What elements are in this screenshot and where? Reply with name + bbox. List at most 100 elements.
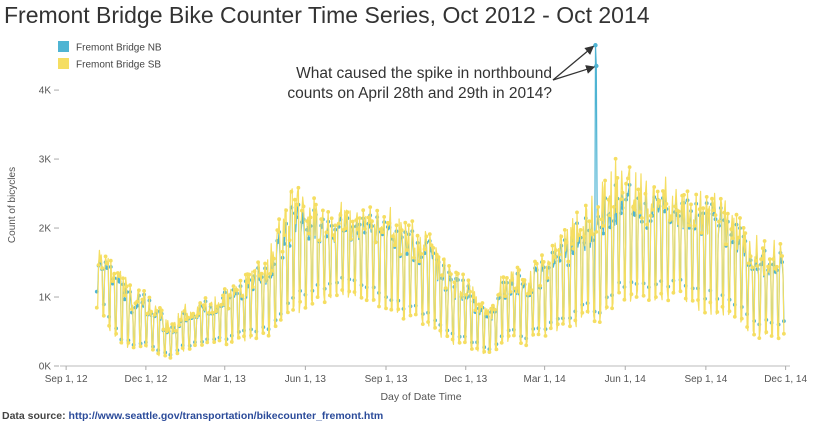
data-point — [203, 296, 208, 300]
data-point — [115, 271, 120, 275]
data-point — [293, 197, 297, 202]
data-point — [780, 254, 784, 258]
data-point — [108, 258, 113, 263]
data-point — [601, 224, 606, 228]
data-point — [98, 259, 103, 263]
data-point — [250, 285, 255, 289]
data-point — [641, 293, 646, 298]
annotation-arrow — [552, 45, 595, 81]
legend[interactable]: Fremont Bridge NB Fremont Bridge SB — [58, 41, 162, 71]
data-point — [282, 233, 287, 238]
data-point — [340, 288, 345, 292]
data-point — [524, 343, 529, 348]
data-point — [776, 336, 781, 341]
data-point — [105, 261, 110, 266]
data-point — [470, 347, 474, 351]
data-point — [208, 302, 213, 307]
data-point — [557, 252, 562, 257]
data-point — [450, 337, 455, 342]
data-point — [647, 298, 651, 302]
data-point — [438, 328, 443, 333]
data-point — [739, 316, 744, 321]
data-point — [449, 272, 453, 276]
data-point — [249, 333, 253, 338]
data-point — [228, 293, 232, 298]
data-point — [431, 246, 436, 250]
data-point — [640, 216, 644, 220]
data-point — [499, 340, 504, 345]
data-point — [612, 205, 616, 209]
data-point — [713, 213, 718, 218]
y-tick-label: 4K — [39, 86, 52, 97]
data-point — [254, 336, 259, 341]
data-point — [261, 331, 266, 335]
data-point — [229, 340, 234, 344]
spike-point — [593, 43, 598, 48]
data-point — [424, 234, 429, 239]
data-point — [238, 278, 243, 283]
data-point — [729, 227, 734, 232]
data-point — [766, 264, 770, 269]
data-point — [291, 308, 295, 312]
data-point — [704, 195, 709, 199]
axes: Sep 1, 12 Dec 1, 12 Mar 1, 13 Jun 1, 13 Sep … — [39, 86, 808, 385]
data-point — [145, 311, 150, 316]
data-point — [301, 204, 306, 209]
data-point — [552, 255, 557, 259]
y-tick-label: 2K — [39, 224, 52, 235]
data-point — [561, 322, 565, 326]
data-point — [177, 323, 182, 327]
data-point — [263, 261, 267, 266]
data-point — [531, 332, 536, 337]
data-point — [475, 346, 479, 351]
data-point — [748, 254, 753, 259]
data-point — [597, 320, 602, 324]
data-point — [543, 334, 548, 338]
data-point — [501, 275, 506, 280]
data-point — [161, 327, 166, 332]
data-point — [235, 288, 239, 292]
data-point — [503, 294, 508, 298]
data-point — [724, 242, 728, 247]
data-point — [510, 277, 515, 282]
data-point — [654, 295, 658, 299]
data-point — [312, 196, 316, 201]
data-point — [420, 322, 425, 326]
data-point — [172, 322, 176, 327]
data-point — [142, 289, 147, 293]
data-point — [280, 249, 285, 254]
data-point — [711, 208, 716, 213]
data-source-link[interactable]: http://www.seattle.gov/transportation/bi… — [68, 410, 384, 422]
data-point — [482, 349, 487, 354]
data-point — [513, 286, 518, 291]
data-point — [464, 292, 469, 297]
data-point — [645, 222, 650, 227]
data-point — [613, 156, 618, 161]
data-point — [135, 299, 140, 304]
data-point — [461, 272, 465, 277]
data-point — [193, 343, 197, 348]
data-point — [759, 257, 763, 261]
legend-swatch — [58, 58, 69, 69]
data-point — [699, 231, 704, 235]
data-point — [527, 291, 532, 296]
x-tick-label: Mar 1, 14 — [523, 374, 566, 385]
data-point — [633, 207, 637, 212]
data-point — [571, 246, 576, 251]
data-point — [536, 332, 541, 337]
y-tick-label: 1K — [39, 293, 52, 304]
data-point — [368, 205, 373, 210]
data-point — [463, 340, 467, 345]
data-point — [745, 325, 749, 329]
data-point — [764, 330, 769, 335]
data-point — [627, 165, 632, 170]
data-point — [694, 192, 699, 197]
data-point — [236, 335, 241, 340]
data-source-label: Data source: — [2, 410, 66, 422]
data-point — [771, 257, 776, 261]
data-point — [669, 216, 674, 221]
data-point — [457, 340, 462, 345]
data-point — [734, 212, 739, 217]
data-point — [603, 178, 607, 183]
data-point — [604, 305, 609, 309]
